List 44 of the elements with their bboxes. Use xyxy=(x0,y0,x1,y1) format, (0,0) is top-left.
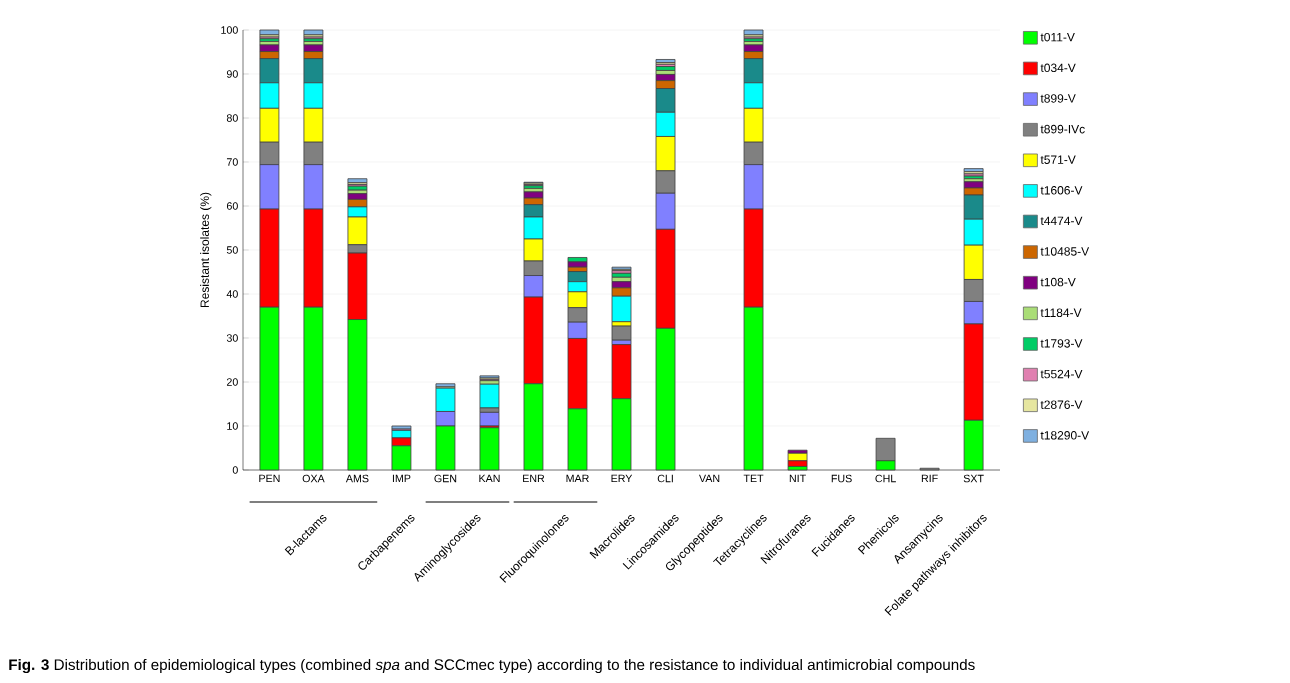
y-tick-label: 40 xyxy=(226,290,238,298)
legend-label: t108-V xyxy=(1040,277,1076,287)
legend-label: t571-V xyxy=(1040,155,1076,164)
x-tick-label: GEN xyxy=(434,474,457,483)
x-tick-label: FUS xyxy=(831,474,852,483)
x-tick-label: KAN xyxy=(479,474,500,483)
y-tick-label: 20 xyxy=(226,378,238,386)
y-tick-label: 90 xyxy=(226,70,238,78)
y-tick-label: 50 xyxy=(226,246,238,254)
y-tick-label: 0 xyxy=(232,466,238,474)
legend-label: t1184-V xyxy=(1040,308,1082,317)
x-tick-label: VAN xyxy=(699,474,720,483)
x-tick-label: OXA xyxy=(302,474,325,483)
y-tick-label: 80 xyxy=(226,114,238,122)
x-tick-label: IMP xyxy=(392,474,411,483)
x-tick-label: ERY xyxy=(611,474,633,483)
legend-label: t899-IVc xyxy=(1040,124,1085,134)
x-tick-label: CLI xyxy=(657,474,673,483)
x-tick-label: MAR xyxy=(566,474,589,483)
x-tick-label: PEN xyxy=(259,474,280,483)
x-tick-label: AMS xyxy=(345,474,369,483)
y-axis-title: Resistant isolates (%) xyxy=(200,192,212,308)
legend-label: t899-V xyxy=(1040,94,1076,103)
legend-label: t10485-V xyxy=(1040,247,1090,256)
legend-label: t034-V xyxy=(1040,63,1076,73)
x-tick-label: CHL xyxy=(875,474,896,483)
x-tick-label: SXT xyxy=(963,474,984,483)
y-tick-label: 10 xyxy=(227,422,238,430)
legend-label: t1793-V xyxy=(1040,339,1083,348)
legend-label: t011-V xyxy=(1040,32,1075,42)
legend-label: t5524-V xyxy=(1040,369,1083,379)
x-tick-label: NIT xyxy=(789,474,806,483)
y-tick-label: 70 xyxy=(226,158,238,166)
x-tick-label: RIF xyxy=(921,474,938,483)
y-tick-label: 100 xyxy=(221,26,238,34)
x-tick-label: ENR xyxy=(523,474,545,483)
y-tick-label: 30 xyxy=(226,334,238,342)
legend-label: t2876-V xyxy=(1040,400,1083,409)
legend-label: t1606-V xyxy=(1040,186,1083,195)
legend-label: t18290-V xyxy=(1040,431,1090,440)
legend-label: t4474-V xyxy=(1040,216,1083,226)
text: Fig. 3 Distribution of epidemiological types (combined spa and SCCmec type) according to the resistance to individual antimicrobial compounds xyxy=(9,658,975,674)
x-tick-label: TET xyxy=(743,474,764,483)
y-tick-label: 60 xyxy=(226,202,238,210)
